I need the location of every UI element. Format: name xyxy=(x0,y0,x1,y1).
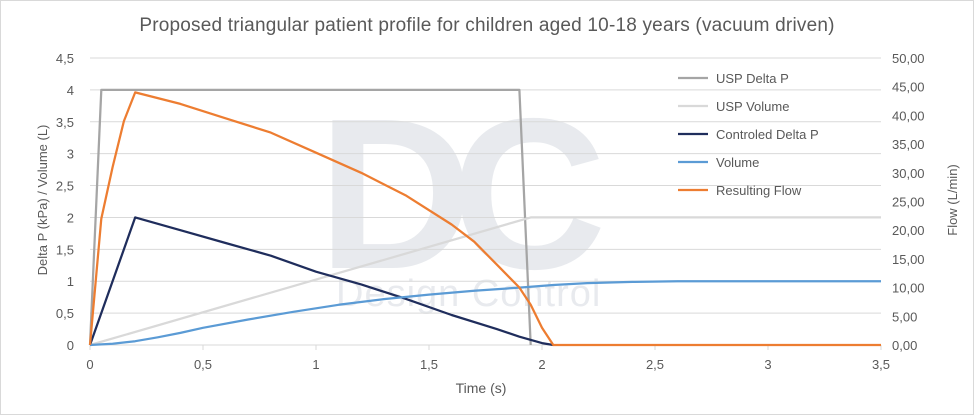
series-line-usp-volume xyxy=(89,216,881,347)
y-left-tick-label: 1 xyxy=(67,274,74,289)
x-tick-label: 3,5 xyxy=(872,357,890,372)
y-axis-right-label: Flow (L/min) xyxy=(945,164,960,236)
y-right-tick-label: 50,00 xyxy=(892,51,925,66)
y-left-tick-label: 0,5 xyxy=(56,306,74,321)
y-right-tick-label: 40,00 xyxy=(892,108,925,123)
chart-title: Proposed triangular patient profile for … xyxy=(139,15,835,36)
x-tick-label: 0 xyxy=(86,357,93,372)
legend: USP Delta P USP Volume Controled Delta P Vo… xyxy=(678,71,819,198)
series-line-resulting-flow xyxy=(88,91,881,347)
legend-label-usp-volume: USP Volume xyxy=(716,99,789,114)
watermark-text: Design Control xyxy=(336,273,601,315)
y-left-tick-label: 4 xyxy=(67,83,74,98)
series-layer xyxy=(88,88,881,347)
series-line-controled-delta-p xyxy=(88,216,554,347)
series-line-volume xyxy=(89,280,881,347)
y-right-tick-label: 20,00 xyxy=(892,223,925,238)
y-right-tick-label: 15,00 xyxy=(892,252,925,267)
y-left-tick-label: 3 xyxy=(67,147,74,162)
x-tick-label: 2,5 xyxy=(646,357,664,372)
x-tick-label: 2 xyxy=(538,357,545,372)
y-left-tick-label: 2,5 xyxy=(56,179,74,194)
legend-label-volume: Volume xyxy=(716,155,759,170)
y-right-tick-label: 0,00 xyxy=(892,338,917,353)
legend-label-usp-delta-p: USP Delta P xyxy=(716,71,789,86)
legend-label-controled-delta-p: Controled Delta P xyxy=(716,127,819,142)
y-left-tick-label: 1,5 xyxy=(56,242,74,257)
y-left-tick-label: 4,5 xyxy=(56,51,74,66)
y-right-tick-label: 35,00 xyxy=(892,137,925,152)
y-left-tick-label: 0 xyxy=(67,338,74,353)
y-right-tick-label: 45,00 xyxy=(892,80,925,95)
x-tick-label: 0,5 xyxy=(194,357,212,372)
watermark-letters: DC xyxy=(318,73,601,314)
y-right-tick-label: 30,00 xyxy=(892,166,925,181)
y-left-tick-label: 2 xyxy=(67,210,74,225)
x-tick-label: 3 xyxy=(764,357,771,372)
y-right-tick-label: 5,00 xyxy=(892,309,917,324)
y-right-tick-label: 25,00 xyxy=(892,195,925,210)
watermark-logo: DC Design Control xyxy=(318,73,623,315)
x-tick-label: 1 xyxy=(312,357,319,372)
axes: 00,511,522,533,544,50,005,0010,0015,0020… xyxy=(56,51,925,372)
y-axis-left-label: Delta P (kPa) / Volume (L) xyxy=(35,125,50,276)
series-line-usp-delta-p xyxy=(88,88,532,346)
y-left-tick-label: 3,5 xyxy=(56,115,74,130)
y-right-tick-label: 10,00 xyxy=(892,281,925,296)
legend-label-resulting-flow: Resulting Flow xyxy=(716,183,802,198)
x-tick-label: 1,5 xyxy=(420,357,438,372)
x-axis-label: Time (s) xyxy=(456,380,507,396)
